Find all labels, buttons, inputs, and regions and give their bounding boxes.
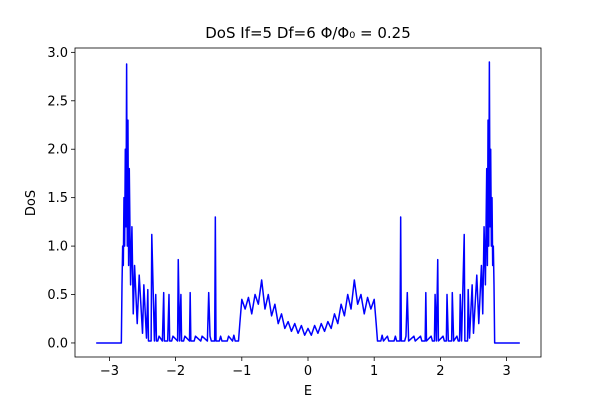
x-tick-label: −1 <box>232 364 251 379</box>
x-tick-label: 3 <box>502 364 510 379</box>
y-tick-label: 0.0 <box>47 336 68 351</box>
y-tick-label: 0.5 <box>47 288 68 303</box>
plot-frame <box>74 47 542 358</box>
y-tick-label: 2.0 <box>47 143 68 158</box>
y-tick-label: 2.5 <box>47 94 68 109</box>
x-axis-label: E <box>304 384 312 399</box>
x-tick-label: 1 <box>370 364 378 379</box>
x-tick-label: 2 <box>436 364 444 379</box>
x-tick-label: −2 <box>166 364 185 379</box>
x-tick-label: −3 <box>100 364 119 379</box>
x-tick-label: 0 <box>304 364 312 379</box>
y-tick-label: 3.0 <box>47 46 68 61</box>
y-axis-label: DoS <box>24 190 39 216</box>
chart-title: DoS If=5 Df=6 Φ/Φ₀ = 0.25 <box>205 24 411 42</box>
data-line <box>96 61 520 344</box>
y-tick-label: 1.0 <box>47 240 68 255</box>
y-tick-label: 1.5 <box>47 191 68 206</box>
